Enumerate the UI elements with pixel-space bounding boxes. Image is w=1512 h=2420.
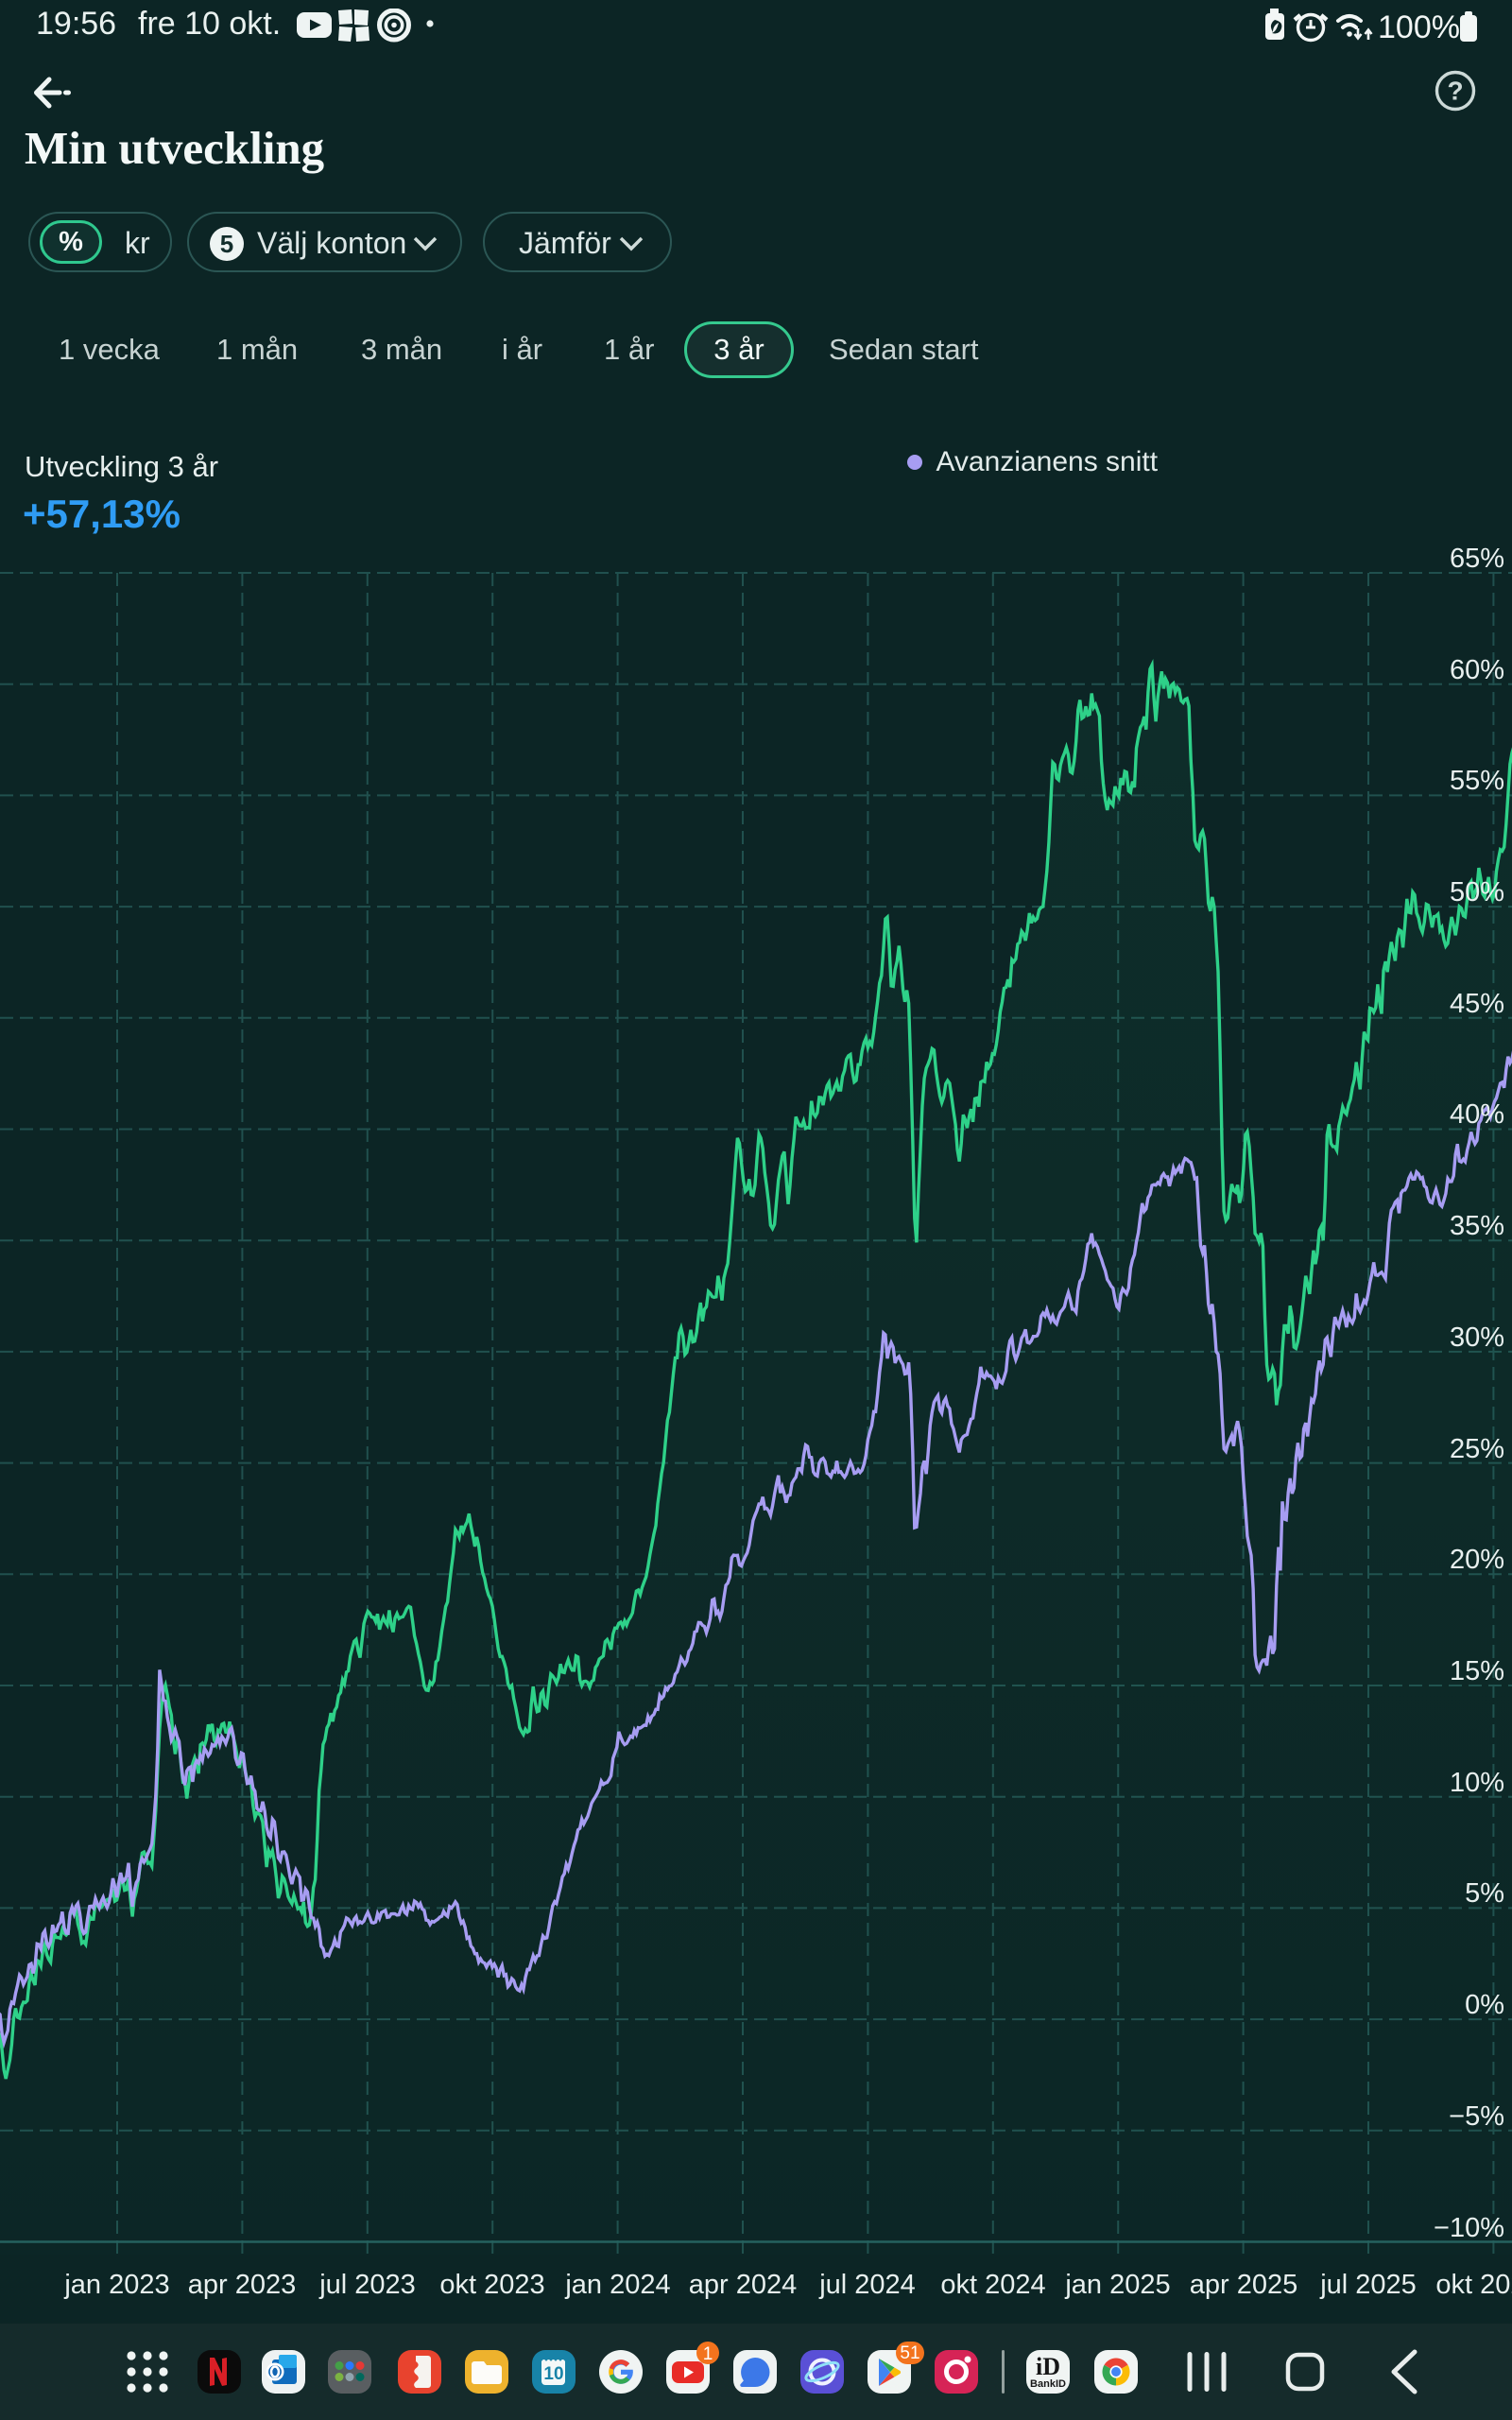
svg-text:apr 2023: apr 2023: [188, 2270, 297, 2300]
svg-text:100%: 100%: [1378, 9, 1460, 45]
svg-text:?: ?: [1447, 77, 1463, 106]
svg-text:51: 51: [900, 2343, 919, 2363]
svg-text:jul 2024: jul 2024: [818, 2270, 916, 2300]
svg-text:okt 2025: okt 2025: [1435, 2270, 1512, 2300]
svg-text:apr 2024: apr 2024: [689, 2270, 798, 2300]
svg-text:40%: 40%: [1450, 1099, 1504, 1130]
svg-text:25%: 25%: [1450, 1434, 1504, 1464]
svg-text:50%: 50%: [1450, 877, 1504, 908]
svg-text:10%: 10%: [1450, 1768, 1504, 1798]
svg-text:BankID: BankID: [1030, 2378, 1066, 2390]
svg-text:okt 2024: okt 2024: [940, 2270, 1045, 2300]
svg-text:−10%: −10%: [1434, 2213, 1504, 2243]
svg-text:iD: iD: [1036, 2353, 1060, 2380]
svg-text:55%: 55%: [1450, 766, 1504, 796]
svg-text:20%: 20%: [1450, 1545, 1504, 1575]
svg-text:35%: 35%: [1450, 1211, 1504, 1241]
svg-text:jan 2024: jan 2024: [564, 2270, 670, 2300]
svg-text:jan 2023: jan 2023: [63, 2270, 169, 2300]
svg-text:10: 10: [543, 2364, 563, 2384]
svg-text:60%: 60%: [1450, 655, 1504, 685]
svg-text:45%: 45%: [1450, 989, 1504, 1019]
svg-text:0%: 0%: [1465, 1990, 1504, 2020]
svg-text:jul 2023: jul 2023: [318, 2270, 416, 2300]
svg-text:15%: 15%: [1450, 1656, 1504, 1686]
svg-text:jul 2025: jul 2025: [1319, 2270, 1417, 2300]
svg-text:okt 2023: okt 2023: [439, 2270, 544, 2300]
svg-text:5%: 5%: [1465, 1878, 1504, 1909]
svg-text:−5%: −5%: [1449, 2101, 1504, 2132]
svg-text:1: 1: [703, 2344, 713, 2364]
svg-text:jan 2025: jan 2025: [1064, 2270, 1170, 2300]
svg-text:30%: 30%: [1450, 1322, 1504, 1353]
svg-text:65%: 65%: [1450, 544, 1504, 574]
svg-text:apr 2025: apr 2025: [1190, 2270, 1298, 2300]
